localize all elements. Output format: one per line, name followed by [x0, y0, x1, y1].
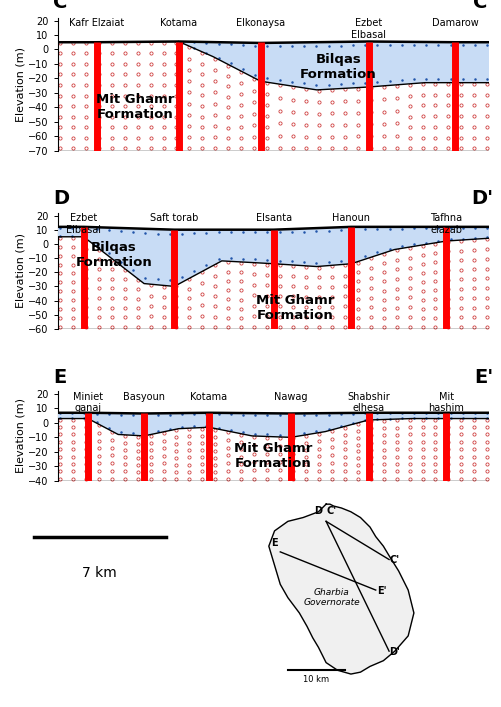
Text: Ezbet
Elbasal: Ezbet Elbasal [350, 18, 385, 40]
Text: E': E' [473, 368, 493, 387]
Polygon shape [58, 413, 488, 438]
Text: Nawag: Nawag [274, 392, 307, 402]
Text: 7 km: 7 km [81, 566, 116, 580]
Text: Mit Ghamr
Formation: Mit Ghamr Formation [256, 293, 334, 322]
Text: E': E' [376, 586, 385, 596]
Text: Mit Ghamr
Formation: Mit Ghamr Formation [96, 93, 174, 121]
Text: Ezbet
Elbasal: Ezbet Elbasal [66, 213, 101, 235]
Text: Gharbia
Governorate: Gharbia Governorate [303, 588, 359, 607]
Text: Saft torab: Saft torab [150, 213, 198, 223]
Y-axis label: Elevation (m): Elevation (m) [16, 47, 26, 122]
Polygon shape [58, 227, 488, 329]
Polygon shape [58, 413, 488, 481]
Text: C': C' [326, 506, 336, 515]
Text: D': D' [471, 189, 493, 208]
Text: D: D [314, 506, 322, 515]
Text: Kafr Elzaiat: Kafr Elzaiat [69, 18, 124, 28]
Y-axis label: Elevation (m): Elevation (m) [16, 233, 26, 308]
Text: Basyoun: Basyoun [123, 392, 165, 402]
Text: C': C' [389, 555, 399, 566]
Text: C: C [53, 0, 68, 12]
Text: D: D [53, 189, 70, 208]
Text: 10 km: 10 km [303, 674, 329, 684]
Text: Bilqas
Formation: Bilqas Formation [300, 53, 376, 81]
Text: Damarow: Damarow [431, 18, 477, 28]
Text: C': C' [472, 0, 493, 12]
Y-axis label: Elevation (m): Elevation (m) [16, 399, 26, 474]
Text: E: E [53, 368, 67, 387]
Text: Mit Ghamr
Formation: Mit Ghamr Formation [234, 442, 312, 470]
Text: Elkonaysa: Elkonaysa [235, 18, 285, 28]
Text: D': D' [389, 647, 399, 657]
Text: Shabshir
elhesa: Shabshir elhesa [347, 392, 389, 413]
Polygon shape [58, 42, 488, 90]
Text: Miniet
ganaj: Miniet ganaj [73, 392, 103, 413]
Text: Hanoun: Hanoun [332, 213, 370, 223]
Text: Kotama: Kotama [190, 392, 227, 402]
Polygon shape [269, 504, 413, 674]
Text: Bilqas
Formation: Bilqas Formation [75, 241, 152, 269]
Text: Mit
hashim: Mit hashim [427, 392, 463, 413]
Text: E: E [271, 538, 278, 548]
Polygon shape [58, 42, 488, 151]
Text: Elsanta: Elsanta [255, 213, 291, 223]
Polygon shape [58, 227, 488, 286]
Text: Tafhna
elazab: Tafhna elazab [429, 213, 461, 235]
Text: Kotama: Kotama [160, 18, 197, 28]
